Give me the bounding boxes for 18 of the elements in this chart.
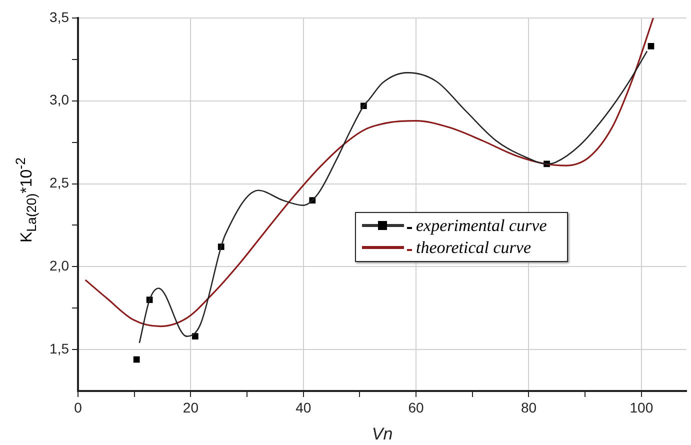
x-tick-label: 40: [296, 399, 312, 416]
point: [133, 356, 140, 363]
x-tick-label: 60: [408, 399, 424, 416]
y-tick-label: 1,5: [50, 340, 70, 356]
y-tick-label: 2,0: [50, 258, 70, 274]
x-tick-label: 0: [74, 399, 82, 416]
legend-label: theoretical curve: [416, 238, 532, 258]
x-tick-label: 100: [630, 399, 654, 416]
x-axis-title: Vn: [372, 424, 393, 444]
line-series: [84, 18, 654, 328]
legend-label: experimental curve: [416, 216, 547, 236]
x-tick-label: 20: [182, 399, 199, 416]
x-tick-label: 80: [520, 399, 537, 416]
y-tick-label: 3,0: [50, 92, 70, 108]
line-series: [138, 50, 648, 344]
y-tick-label: 3,5: [50, 8, 70, 25]
y-tick-label: 2,5: [50, 174, 70, 191]
point: [648, 43, 654, 50]
